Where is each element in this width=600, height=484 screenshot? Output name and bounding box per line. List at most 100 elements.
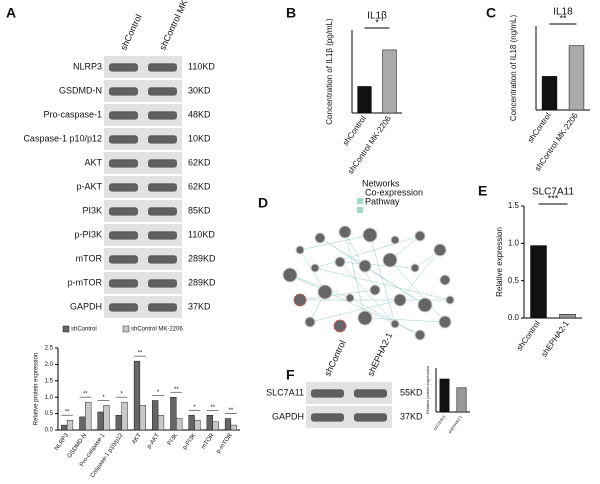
bar: [230, 424, 237, 431]
network-node: [310, 263, 320, 273]
network-node: [295, 245, 305, 255]
blot-band: [148, 279, 177, 288]
bar: [212, 421, 219, 431]
blot-strip: [104, 104, 182, 126]
network-node: [382, 252, 398, 268]
protein-label: mTOR: [76, 253, 103, 263]
bar: [439, 378, 450, 413]
size-label: 289KD: [188, 253, 216, 263]
x-tick-label: shControl: [341, 114, 368, 147]
protein-label: p-AKT: [76, 181, 102, 191]
network-node: [345, 293, 355, 303]
sig-label: **: [210, 405, 215, 411]
size-label: 30KD: [188, 85, 211, 95]
network-node: [439, 274, 451, 286]
chart-title: IL1β: [367, 11, 387, 22]
network-node: [304, 316, 316, 328]
blot-strip: [104, 176, 182, 198]
sig-label: **: [65, 410, 70, 416]
panel-label: A: [6, 5, 16, 21]
blot-band: [148, 231, 177, 240]
blot-band: [109, 159, 138, 168]
bar: [541, 76, 558, 111]
lane-label: shControl: [118, 13, 143, 52]
size-label: 10KD: [188, 133, 211, 143]
bar: [559, 314, 576, 319]
sig-label: *: [375, 17, 379, 27]
network-edge: [299, 289, 376, 301]
bar: [97, 411, 104, 431]
x-tick-label: mTOR: [201, 432, 216, 450]
network-node: [334, 256, 346, 268]
network-node: [317, 284, 333, 300]
bar: [170, 397, 177, 431]
bar: [121, 401, 128, 431]
x-tick-label: AKT: [131, 432, 143, 445]
bar: [188, 415, 195, 431]
network-edge: [364, 317, 446, 323]
network-node: [390, 319, 400, 329]
network-edge: [299, 234, 371, 251]
lane-label: shControl MK-2206: [157, 0, 199, 52]
sig-label: **: [229, 408, 234, 414]
blot-band: [148, 63, 177, 72]
bar: [224, 418, 232, 431]
blot-band: [311, 413, 344, 422]
blot-band: [148, 303, 177, 312]
blot-band: [148, 87, 177, 96]
bar: [133, 360, 141, 431]
legend-swatch: [122, 325, 130, 333]
bar: [79, 416, 86, 431]
network-node: [282, 267, 298, 283]
network-edge: [389, 259, 446, 323]
blot-band: [109, 255, 138, 264]
y-tick-label: 1.5: [45, 378, 54, 384]
sig-label: **: [138, 351, 143, 357]
blot-strip: [104, 152, 182, 174]
protein-label: GAPDH: [70, 301, 102, 311]
network-edge: [344, 231, 366, 319]
bar: [357, 86, 372, 114]
blot-strip: [104, 56, 182, 78]
blot-strip: [104, 296, 182, 318]
network-node: [362, 227, 378, 243]
legend-label: shControl: [71, 327, 97, 333]
lane-label: shControl: [322, 339, 347, 378]
y-axis-label: Relative protein expression: [34, 353, 40, 425]
size-label: 289KD: [188, 277, 216, 287]
network-edge: [314, 267, 451, 301]
blot-strip: [104, 272, 182, 294]
x-tick-label: shControl: [432, 414, 446, 431]
legend-label: Pathway: [365, 196, 400, 206]
protein-label: GSDMD-N: [59, 85, 102, 95]
network-node: [369, 284, 381, 296]
blot-band: [148, 159, 177, 168]
network-node: [338, 225, 352, 239]
size-label: 37KD: [400, 411, 423, 421]
panel-label: D: [258, 195, 268, 211]
bar: [139, 405, 146, 431]
y-tick-label: 1.0: [45, 395, 54, 401]
protein-label: NLRP3: [73, 61, 102, 71]
blot-band: [109, 207, 138, 216]
blot-strip: [306, 406, 392, 428]
y-tick-label: 0.0: [508, 313, 520, 322]
bar: [66, 419, 74, 431]
protein-label: SLC7A11: [266, 387, 304, 397]
panel-label: B: [286, 5, 296, 21]
network-node: [333, 319, 347, 333]
panel-label: C: [486, 5, 496, 21]
x-tick-label: shEPHA2-1: [540, 319, 572, 359]
y-tick-label: 2.5: [45, 346, 54, 352]
blot-band: [109, 135, 138, 144]
bar: [152, 400, 159, 431]
size-label: 48KD: [188, 109, 211, 119]
network-node: [358, 259, 372, 273]
legend-swatch: [357, 198, 363, 204]
panel-label: F: [286, 367, 295, 383]
bar: [456, 387, 467, 413]
network-edge: [339, 261, 396, 325]
blot-band: [311, 389, 344, 398]
sig-label: **: [83, 392, 88, 398]
network-edge: [314, 235, 421, 269]
